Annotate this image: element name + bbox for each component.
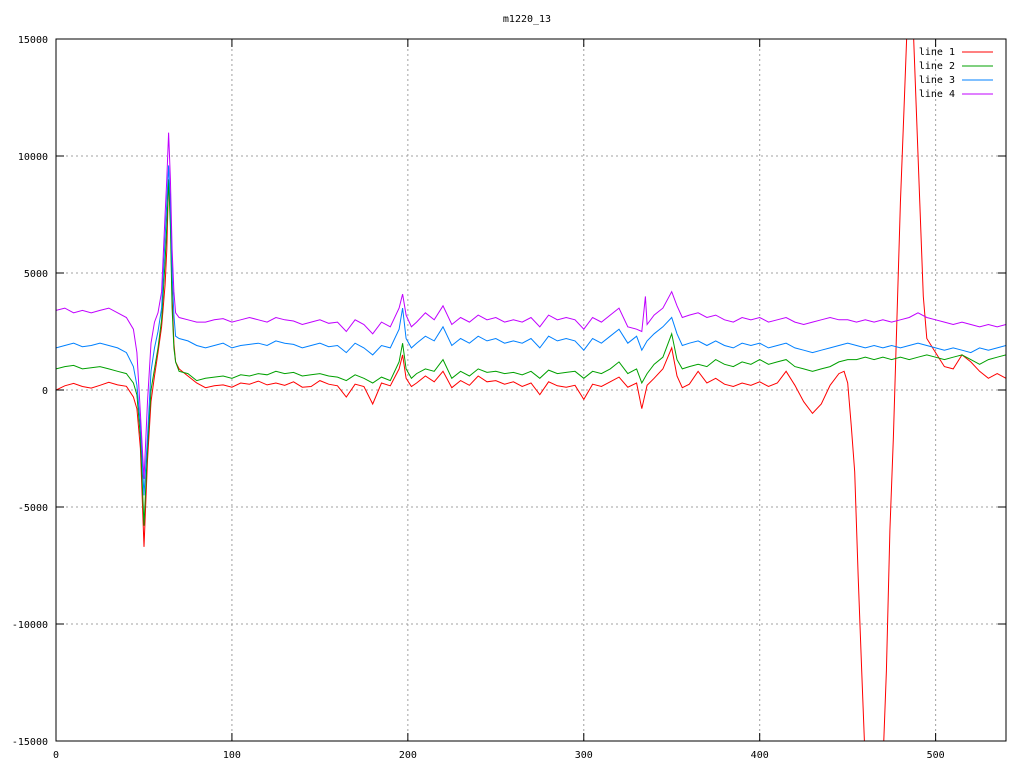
y-tick-label: -5000	[18, 503, 48, 514]
y-tick-label: -10000	[12, 620, 48, 631]
x-tick-label: 0	[53, 750, 59, 761]
legend-label-2: line 2	[919, 61, 955, 72]
y-tick-label: 15000	[18, 35, 48, 46]
legend-label-4: line 4	[919, 89, 955, 100]
x-tick-label: 200	[399, 750, 417, 761]
legend-label-3: line 3	[919, 75, 955, 86]
y-tick-label: 5000	[24, 269, 48, 280]
plot-frame	[55, 38, 1007, 742]
series-lines	[56, 39, 1006, 741]
grid-lines	[56, 39, 1006, 741]
legend-label-1: line 1	[919, 47, 955, 58]
x-tick-label: 100	[223, 750, 241, 761]
series-line-4	[56, 132, 1006, 479]
chart-title: m1220_13	[503, 14, 551, 25]
x-tick-label: 300	[575, 750, 593, 761]
x-tick-label: 500	[927, 750, 945, 761]
series-line-2	[56, 179, 1006, 526]
y-tick-label: -15000	[12, 737, 48, 748]
y-tick-label: 10000	[18, 152, 48, 163]
series-line-3	[56, 165, 1006, 496]
legend: line 1 line 2 line 3 line 4	[919, 47, 993, 100]
x-tick-label: 400	[751, 750, 769, 761]
axis-ticks: -15000 -10000 -5000 0 5000 10000 15000 0 100 200 3…	[12, 35, 1006, 761]
y-tick-label: 0	[42, 386, 48, 397]
